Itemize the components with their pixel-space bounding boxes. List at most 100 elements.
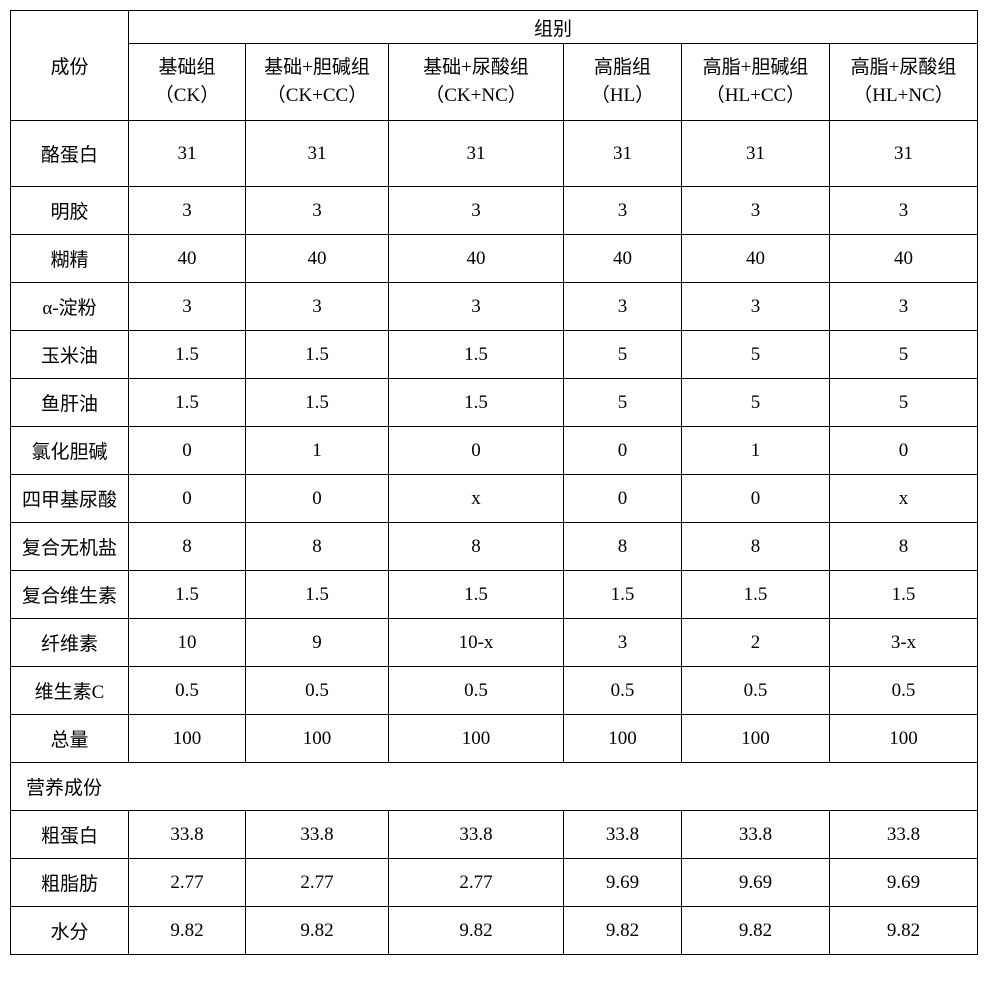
cell: 33.8 xyxy=(564,811,682,859)
cell: 100 xyxy=(830,715,978,763)
cell: 100 xyxy=(246,715,389,763)
section-label: 营养成份 xyxy=(11,763,978,811)
row-label: 四甲基尿酸 xyxy=(11,475,129,523)
header-sub-1-bottom: （CK+CC） xyxy=(267,82,367,111)
cell: 9 xyxy=(246,619,389,667)
row-label: 维生素C xyxy=(11,667,129,715)
cell: 2.77 xyxy=(129,859,246,907)
table-row: 总量 100 100 100 100 100 100 xyxy=(11,715,978,763)
cell: 0 xyxy=(389,427,564,475)
cell: 40 xyxy=(389,235,564,283)
cell: 3 xyxy=(246,283,389,331)
cell: 9.82 xyxy=(564,907,682,955)
row-label: 玉米油 xyxy=(11,331,129,379)
cell: 9.82 xyxy=(129,907,246,955)
table-row: 氯化胆碱 0 1 0 0 1 0 xyxy=(11,427,978,475)
cell: 0.5 xyxy=(564,667,682,715)
cell: 33.8 xyxy=(129,811,246,859)
cell: 3 xyxy=(246,187,389,235)
row-label: 氯化胆碱 xyxy=(11,427,129,475)
cell: 31 xyxy=(246,121,389,187)
cell: 2 xyxy=(682,619,830,667)
table-row: 复合无机盐 8 8 8 8 8 8 xyxy=(11,523,978,571)
table-row: 复合维生素 1.5 1.5 1.5 1.5 1.5 1.5 xyxy=(11,571,978,619)
cell: 31 xyxy=(830,121,978,187)
row-label: 酪蛋白 xyxy=(11,121,129,187)
cell: 3 xyxy=(564,619,682,667)
cell: 3-x xyxy=(830,619,978,667)
table-row: 粗蛋白 33.8 33.8 33.8 33.8 33.8 33.8 xyxy=(11,811,978,859)
cell: 33.8 xyxy=(830,811,978,859)
header-sub-2-top: 基础+尿酸组 xyxy=(423,54,529,83)
header-sub-0: 基础组（CK） xyxy=(129,44,246,121)
cell: 5 xyxy=(830,379,978,427)
cell: 1 xyxy=(682,427,830,475)
table-row: 纤维素 10 9 10-x 3 2 3-x xyxy=(11,619,978,667)
composition-table: 成份 组别 基础组（CK） 基础+胆碱组（CK+CC） 基础+尿酸组（CK+NC… xyxy=(10,10,978,955)
cell: 1.5 xyxy=(830,571,978,619)
row-label: 纤维素 xyxy=(11,619,129,667)
cell: 5 xyxy=(564,331,682,379)
cell: 3 xyxy=(389,283,564,331)
header-sub-3: 高脂组（HL） xyxy=(564,44,682,121)
cell: 9.69 xyxy=(830,859,978,907)
row-label: 总量 xyxy=(11,715,129,763)
cell: 1.5 xyxy=(246,571,389,619)
row-label: 糊精 xyxy=(11,235,129,283)
cell: 2.77 xyxy=(389,859,564,907)
cell: 3 xyxy=(682,283,830,331)
cell: 0 xyxy=(129,475,246,523)
cell: 8 xyxy=(129,523,246,571)
header-sub-0-bottom: （CK） xyxy=(155,82,219,111)
cell: 8 xyxy=(389,523,564,571)
row-label: 明胶 xyxy=(11,187,129,235)
cell: 3 xyxy=(682,187,830,235)
table-row: 维生素C 0.5 0.5 0.5 0.5 0.5 0.5 xyxy=(11,667,978,715)
cell: 9.82 xyxy=(682,907,830,955)
row-label: 复合维生素 xyxy=(11,571,129,619)
row-label: 鱼肝油 xyxy=(11,379,129,427)
header-sub-0-top: 基础组 xyxy=(158,54,215,83)
cell: 0.5 xyxy=(389,667,564,715)
cell: 100 xyxy=(389,715,564,763)
cell: 0 xyxy=(564,475,682,523)
header-sub-4-bottom: （HL+CC） xyxy=(706,82,805,111)
cell: 0.5 xyxy=(682,667,830,715)
cell: 1.5 xyxy=(129,331,246,379)
row-label: 粗脂肪 xyxy=(11,859,129,907)
cell: 0.5 xyxy=(830,667,978,715)
header-sub-2-bottom: （CK+NC） xyxy=(425,82,527,111)
row-label: α-淀粉 xyxy=(11,283,129,331)
cell: 1.5 xyxy=(682,571,830,619)
header-row-top: 成份 组别 xyxy=(11,11,978,44)
cell: 1.5 xyxy=(389,331,564,379)
header-group: 组别 xyxy=(129,11,978,44)
header-component-label: 成份 xyxy=(50,57,88,78)
header-sub-4: 高脂+胆碱组（HL+CC） xyxy=(682,44,830,121)
cell: 33.8 xyxy=(682,811,830,859)
row-label: 复合无机盐 xyxy=(11,523,129,571)
cell: 5 xyxy=(830,331,978,379)
header-sub-4-top: 高脂+胆碱组 xyxy=(703,54,809,83)
cell: 40 xyxy=(830,235,978,283)
cell: 31 xyxy=(564,121,682,187)
cell: 8 xyxy=(564,523,682,571)
table-row: 四甲基尿酸 0 0 x 0 0 x xyxy=(11,475,978,523)
cell: 3 xyxy=(389,187,564,235)
cell: 31 xyxy=(129,121,246,187)
cell: 1.5 xyxy=(389,379,564,427)
cell: 1.5 xyxy=(129,571,246,619)
cell: 31 xyxy=(682,121,830,187)
cell: 40 xyxy=(682,235,830,283)
cell: 2.77 xyxy=(246,859,389,907)
header-group-label: 组别 xyxy=(534,19,572,40)
cell: 8 xyxy=(682,523,830,571)
header-sub-5: 高脂+尿酸组（HL+NC） xyxy=(830,44,978,121)
cell: 31 xyxy=(389,121,564,187)
cell: 10 xyxy=(129,619,246,667)
cell: 9.82 xyxy=(246,907,389,955)
cell: 3 xyxy=(564,283,682,331)
cell: 1.5 xyxy=(564,571,682,619)
cell: 3 xyxy=(830,283,978,331)
cell: 1.5 xyxy=(246,331,389,379)
